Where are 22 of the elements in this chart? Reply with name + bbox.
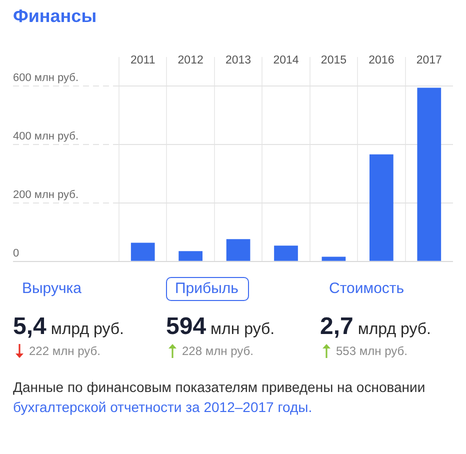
text: Стоимость [328,279,406,299]
y-tick-label: 600 млн руб. [13,72,78,84]
x-tick-label: 2013 [225,54,252,66]
chart-title: Финансы [13,6,97,27]
text: Выручка [21,279,83,299]
x-tick-label: 2015 [320,54,347,66]
y-tick-label: 200 млн руб. [13,188,78,201]
y-tick-label: 0 [13,247,20,260]
x-tick-label: 2012 [178,54,204,66]
text: Данные по финансовым показателям приведены на основании [13,379,426,395]
x-tick-label: 2011 [130,54,156,66]
x-tick-label: 2014 [273,54,300,66]
text: 228 млн руб. [182,344,254,358]
x-tick-label: 2016 [368,54,394,66]
text: 553 млн руб. [336,344,408,358]
x-tick-label: 2017 [416,54,442,66]
text: 2,7 млрд руб. [320,313,431,340]
text: бухгалтерской отчетности за 2012–2017 годы. [13,399,312,415]
y-tick-label: 400 млн руб. [13,130,78,142]
text: 222 млн руб. [29,344,100,358]
text: 594 млн руб. [166,313,275,340]
text: 5,4 млрд руб. [13,313,124,340]
